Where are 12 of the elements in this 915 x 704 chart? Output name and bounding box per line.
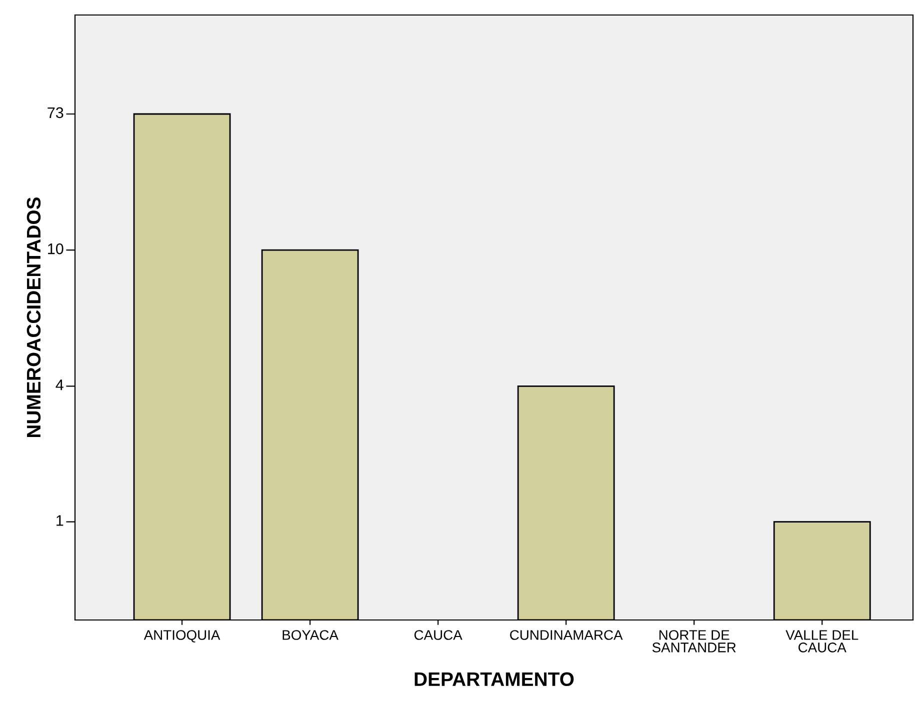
text: 73	[48, 107, 64, 118]
x-tick-label: CAUCA	[414, 630, 462, 640]
x-axis-title: DEPARTAMENTO	[414, 672, 574, 686]
x-tick-label: ANTIOQUIA	[144, 630, 220, 642]
y-axis-title: NUMEROACCIDENTADOS	[26, 197, 41, 438]
x-tick-label: CUNDINAMARCA	[510, 630, 623, 640]
text: 4	[56, 380, 64, 390]
text: 10	[48, 243, 64, 254]
text: 1	[56, 515, 64, 526]
x-tick-label: BOYACA	[282, 630, 338, 640]
x-tick-label: VALLE DEL CAUCA	[786, 630, 858, 652]
x-tick-label: NORTE DE SANTANDER	[652, 630, 736, 652]
